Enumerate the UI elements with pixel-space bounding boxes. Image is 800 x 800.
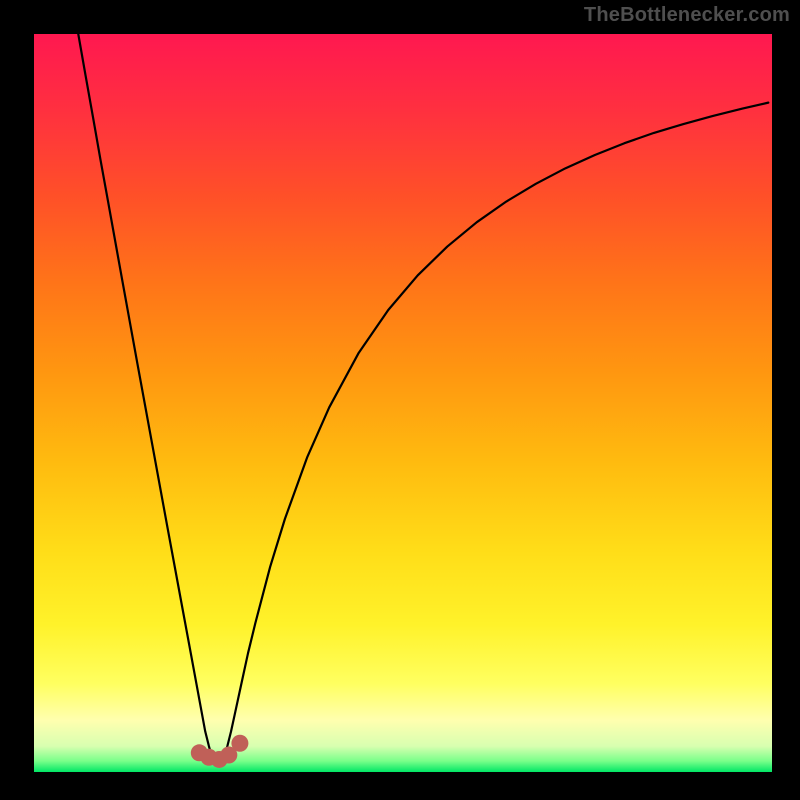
- marker-point: [231, 735, 248, 752]
- plot-area: [34, 34, 772, 772]
- chart-root: TheBottlenecker.com: [0, 0, 800, 800]
- plot-svg: [34, 34, 772, 772]
- watermark-text: TheBottlenecker.com: [584, 4, 790, 27]
